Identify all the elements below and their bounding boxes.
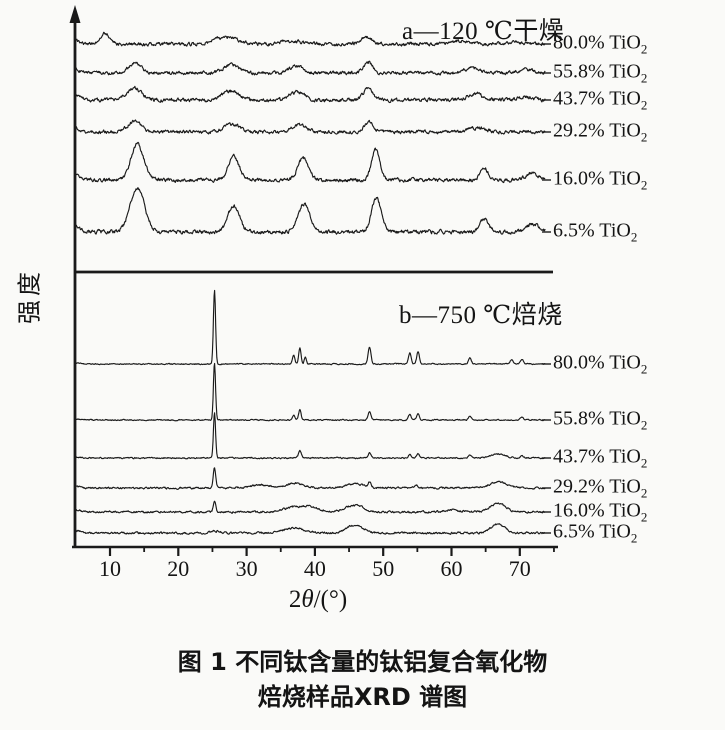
series-label-a-4: 29.2% TiO2	[553, 119, 648, 145]
xrd-curve-a-43.72	[75, 85, 546, 104]
series-label-subscript: 2	[640, 41, 648, 57]
series-label-b-6: 6.5% TiO2	[553, 520, 638, 546]
xrd-curve-b-16.02	[75, 500, 546, 514]
series-label-subscript: 2	[630, 530, 638, 546]
series-label-b-3: 43.7% TiO2	[553, 445, 648, 471]
series-label-a-6: 6.5% TiO2	[553, 219, 638, 245]
figure-caption: 图 1 不同钛含量的钛铝复合氧化物 焙烧样品XRD 谱图	[0, 645, 725, 715]
series-label-b-5: 16.0% TiO2	[553, 499, 648, 525]
series-label-text: 43.7% TiO	[553, 87, 641, 110]
series-label-text: 80.0% TiO	[553, 31, 641, 54]
panel-a-title: a—120 ℃干燥	[402, 18, 565, 45]
series-label-subscript: 2	[640, 485, 648, 501]
series-label-subscript: 2	[640, 70, 648, 86]
x-axis-title: 2θ/(°)	[289, 586, 347, 614]
figure-caption-line2: 焙烧样品XRD 谱图	[257, 683, 468, 711]
xrd-curve-b-6.52	[75, 523, 546, 535]
x-tick-label-60: 60	[440, 556, 463, 581]
series-label-a-1: 80.0% TiO2	[553, 31, 648, 57]
x-tick-label-30: 30	[235, 556, 258, 581]
xrd-curve-b-43.72	[75, 412, 546, 460]
xrd-curve-a-6.52	[75, 187, 546, 235]
series-label-subscript: 2	[640, 97, 648, 113]
series-label-text: 29.2% TiO	[553, 119, 641, 142]
series-label-text: 55.8% TiO	[553, 407, 641, 430]
series-label-text: 16.0% TiO	[553, 167, 641, 190]
x-tick-label-50: 50	[372, 556, 395, 581]
series-label-subscript: 2	[630, 229, 638, 245]
x-axis-title-suffix: /(°)	[313, 586, 348, 613]
series-label-a-2: 55.8% TiO2	[553, 60, 648, 86]
series-label-subscript: 2	[640, 509, 648, 525]
xrd-curve-a-80.02	[75, 31, 546, 47]
series-label-text: 16.0% TiO	[553, 499, 641, 522]
x-tick-label-20: 20	[167, 556, 190, 581]
x-axis-title-theta: θ	[301, 586, 314, 613]
series-label-subscript: 2	[640, 455, 648, 471]
series-label-b-4: 29.2% TiO2	[553, 475, 648, 501]
xrd-curve-a-16.02	[75, 141, 546, 184]
series-label-text: 43.7% TiO	[553, 445, 641, 468]
series-label-text: 29.2% TiO	[553, 475, 641, 498]
series-label-subscript: 2	[640, 361, 648, 377]
figure-caption-line1: 图 1 不同钛含量的钛铝复合氧化物	[177, 648, 548, 676]
series-label-text: 55.8% TiO	[553, 60, 641, 83]
series-label-b-1: 80.0% TiO2	[553, 351, 648, 377]
y-axis-arrow-icon	[69, 5, 81, 23]
y-axis-label: 强度	[15, 268, 44, 324]
series-label-subscript: 2	[640, 177, 648, 193]
series-label-text: 80.0% TiO	[553, 351, 641, 374]
series-label-a-5: 16.0% TiO2	[553, 167, 648, 193]
x-axis-title-prefix: 2	[288, 586, 302, 613]
series-label-text: 6.5% TiO	[553, 219, 631, 242]
xrd-curve-b-29.22	[75, 467, 546, 490]
series-label-b-2: 55.8% TiO2	[553, 407, 648, 433]
series-label-a-3: 43.7% TiO2	[553, 87, 648, 113]
xrd-curve-a-29.22	[75, 119, 546, 135]
series-label-text: 6.5% TiO	[553, 520, 631, 543]
x-tick-label-70: 70	[508, 556, 531, 581]
series-label-subscript: 2	[640, 129, 648, 145]
xrd-curve-b-55.82	[75, 362, 546, 422]
xrd-curve-a-55.82	[75, 60, 546, 76]
xrd-plot-canvas	[69, 5, 558, 556]
panel-b-title: b—750 ℃焙烧	[399, 302, 563, 329]
xrd-curve-b-80.02	[75, 289, 546, 366]
series-label-subscript: 2	[640, 417, 648, 433]
x-tick-label-10: 10	[99, 556, 121, 581]
x-tick-label-40: 40	[303, 556, 326, 581]
